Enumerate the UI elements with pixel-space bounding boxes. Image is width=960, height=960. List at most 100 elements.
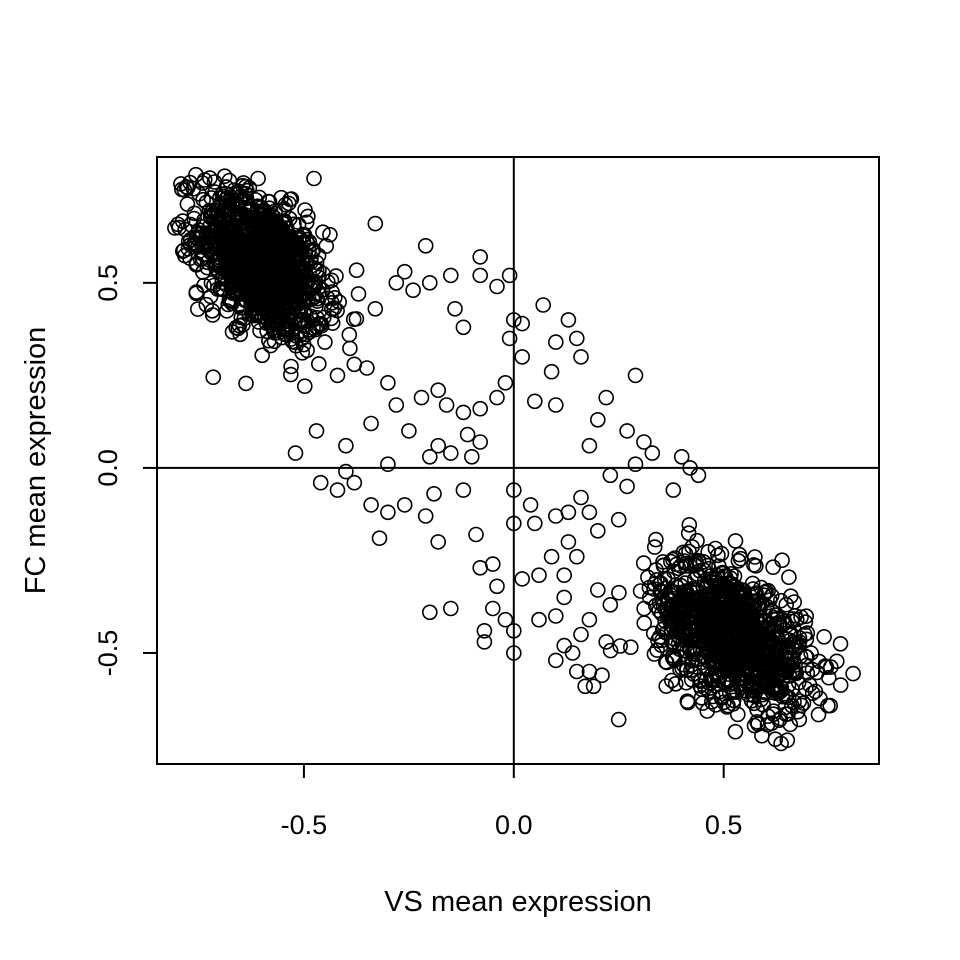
data-point [205,228,221,244]
data-point [442,267,459,284]
data-point [589,582,606,598]
data-point [489,278,505,295]
data-point [700,596,717,612]
data-point [665,482,682,498]
data-point [182,237,199,253]
data-point [276,213,293,229]
data-point [346,474,363,491]
data-point [438,397,455,413]
data-point [283,191,300,207]
data-point [781,569,797,586]
data-point [290,232,307,248]
data-point [472,249,489,265]
data-point [752,662,768,679]
data-point [472,434,489,450]
data-point [547,652,564,669]
data-point [283,325,300,341]
data-point [296,274,313,291]
data-point [463,448,480,465]
data-point [646,646,663,662]
data-point [281,303,298,320]
data-point [716,568,732,585]
data-point [501,267,518,284]
data-point [758,583,774,600]
data-point [430,534,447,550]
data-point [269,302,286,318]
data-point [413,389,430,406]
data-point [780,677,797,693]
data-point [326,300,343,317]
data-point [313,317,330,334]
data-point [665,651,682,667]
data-point [782,716,799,733]
data-point [742,633,759,649]
data-point [396,497,413,513]
data-point [304,273,321,290]
data-point [725,692,742,709]
data-point [747,549,763,565]
data-point [244,280,261,296]
data-point [648,531,664,548]
data-point [681,516,698,533]
data-point [675,544,692,561]
data-point [250,170,266,187]
data-point [764,603,781,620]
data-point [258,303,274,319]
data-point [812,690,828,707]
data-point [299,342,315,359]
data-point [636,434,652,450]
data-point [235,316,251,333]
data-point [822,697,839,714]
data-point [581,504,598,521]
y-tick-label: 0.5 [93,264,123,302]
data-point [188,257,205,273]
x-tick-label: -0.5 [281,810,328,840]
data-point [296,378,313,395]
data-point [188,285,204,302]
data-point [734,582,751,598]
data-point [237,265,253,282]
data-point [308,423,325,439]
data-point [612,638,629,654]
data-point [236,310,253,327]
data-point [687,557,703,574]
data-point [622,639,639,656]
data-point [610,511,627,528]
data-point [232,326,248,343]
data-point [783,656,800,673]
data-point [329,482,346,498]
data-point [526,515,543,532]
data-point [235,175,252,191]
data-point [581,611,598,628]
data-point [585,678,602,695]
data-point [658,678,675,694]
data-point [740,659,757,676]
data-point [220,202,237,219]
data-point [535,297,552,313]
data-point [706,636,722,652]
data-point [660,571,676,587]
data-point [363,497,379,513]
x-tick-label: 0.0 [495,810,533,840]
data-point [254,347,271,364]
data-point [645,625,662,642]
data-point [455,482,472,498]
data-point [203,275,220,291]
data-point [167,220,183,236]
data-point [265,323,282,339]
data-point [312,287,329,304]
data-point [259,270,276,287]
data-point [455,319,472,336]
data-point [191,222,207,238]
data-point [781,659,797,675]
data-point [573,626,589,643]
data-point [228,197,245,214]
data-point [248,306,264,323]
data-point [652,575,669,592]
data-point [748,610,764,627]
data-point [305,320,321,336]
data-point [816,628,832,645]
data-point [338,463,354,480]
data-point [667,607,684,624]
